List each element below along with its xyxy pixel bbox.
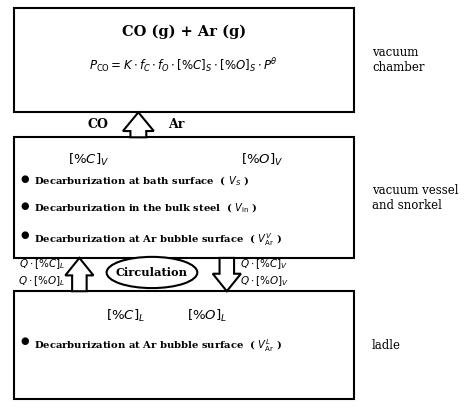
Text: ladle: ladle [372,339,401,352]
Text: Circulation: Circulation [116,267,188,278]
Polygon shape [213,258,241,291]
Text: $[\%C]_V$: $[\%C]_V$ [68,152,109,168]
Text: $[\%O]_V$: $[\%O]_V$ [241,152,283,168]
Bar [14,8,354,112]
Text: CO: CO [88,118,109,131]
Bar [14,137,354,258]
Text: $[\%O]_L$: $[\%O]_L$ [188,308,228,324]
Polygon shape [65,258,93,291]
Text: CO (g) + Ar (g): CO (g) + Ar (g) [122,25,246,40]
Ellipse shape [107,257,197,288]
Text: vacuum vessel
and snorkel: vacuum vessel and snorkel [372,183,458,212]
Polygon shape [123,112,154,137]
Text: ●: ● [21,202,29,211]
Text: $[\%C]_L$: $[\%C]_L$ [107,308,146,324]
Text: ●: ● [21,337,29,346]
Text: Decarburization at Ar bubble surface  ( $V_{\mathrm{Ar}}^L$ ): Decarburization at Ar bubble surface ( $… [34,337,282,354]
Text: $P_{\mathrm{CO}}=K\cdot f_C\cdot f_O\cdot[\%C]_S\cdot[\%O]_S\cdot P^{\theta}$: $P_{\mathrm{CO}}=K\cdot f_C\cdot f_O\cdo… [89,56,278,75]
Text: Decarburization in the bulk steel  ( $V_{\mathrm{in}}$ ): Decarburization in the bulk steel ( $V_{… [34,202,258,215]
Bar [14,291,354,399]
Text: Decarburization at Ar bubble surface  ( $V_{\mathrm{Ar}}^V$ ): Decarburization at Ar bubble surface ( $… [34,231,282,248]
Text: ●: ● [21,231,29,240]
Text: Decarburization at bath surface  ( $V_S$ ): Decarburization at bath surface ( $V_S$ … [34,175,249,188]
Text: vacuum
chamber: vacuum chamber [372,46,425,74]
Text: ●: ● [21,175,29,184]
Text: $Q\cdot[\%C]_V$: $Q\cdot[\%C]_V$ [240,257,289,271]
Text: $Q\cdot[\%O]_L$: $Q\cdot[\%O]_L$ [18,274,66,288]
Text: $Q\cdot[\%O]_V$: $Q\cdot[\%O]_V$ [240,274,290,288]
Text: $Q\cdot[\%C]_L$: $Q\cdot[\%C]_L$ [19,257,66,271]
Text: Ar: Ar [168,118,184,131]
